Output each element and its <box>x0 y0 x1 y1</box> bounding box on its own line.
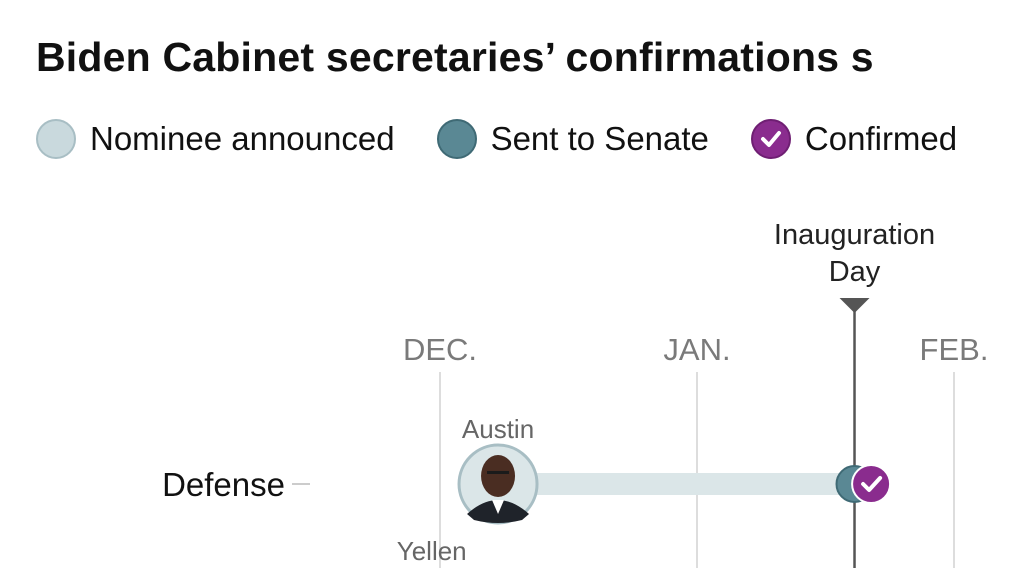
chart-title: Biden Cabinet secretaries’ confirmations… <box>36 34 874 80</box>
legend-item-sent: Sent to Senate <box>436 119 709 159</box>
inauguration-marker-triangle <box>839 298 870 313</box>
avatar-face <box>481 455 516 497</box>
nominee-announced-circle-icon <box>36 119 76 159</box>
confirmed-point <box>851 464 892 504</box>
nominee-name-label: Yellen <box>397 536 467 566</box>
nominee-name-label: Austin <box>462 414 534 444</box>
x-tick-label: JAN. <box>663 332 730 367</box>
legend-item-announced: Nominee announced <box>36 119 395 159</box>
avatar-person-icon <box>467 455 530 523</box>
legend-label-sent: Sent to Senate <box>490 120 709 157</box>
confirmed-check-icon <box>750 119 791 159</box>
avatar-glasses <box>487 471 510 474</box>
row-label-defense: Defense <box>162 466 285 503</box>
legend-label-confirmed: Confirmed <box>804 120 958 157</box>
legend: Nominee announced Sent to Senate Confirm… <box>36 116 999 162</box>
sent-to-senate-circle-icon <box>436 119 477 159</box>
x-tick-label: FEB. <box>920 332 989 367</box>
annotation-label: Inauguration <box>774 219 935 251</box>
legend-item-confirmed: Confirmed <box>750 119 958 159</box>
avatar-shirt <box>492 500 505 514</box>
legend-label-announced: Nominee announced <box>90 120 395 157</box>
confirmed-check-icon <box>861 476 883 492</box>
duration-bar <box>498 473 855 495</box>
annotation-label: Day <box>829 256 881 288</box>
x-tick-label: DEC. <box>403 332 477 367</box>
